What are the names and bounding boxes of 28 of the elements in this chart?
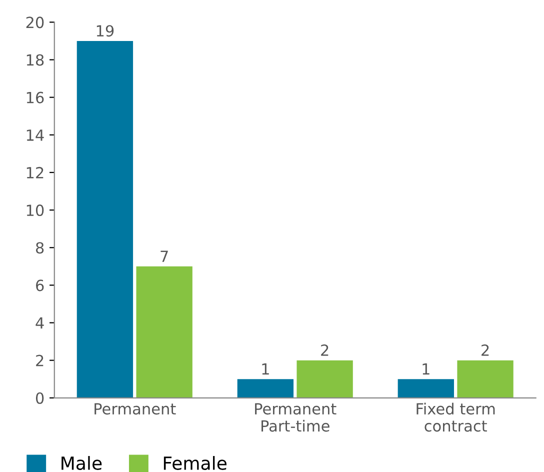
- y-tick-label: 18: [26, 54, 44, 66]
- bar: [457, 360, 514, 398]
- y-tick-label: 14: [26, 130, 44, 141]
- bar: [237, 379, 294, 398]
- y-tick-label: 4: [36, 317, 44, 329]
- y-tick-label: 12: [26, 166, 44, 178]
- y-tick-label: 2: [36, 354, 44, 366]
- data-label: 2: [321, 344, 328, 356]
- bar: [296, 360, 353, 398]
- data-label: 7: [160, 250, 168, 262]
- y-tick-label: 0: [36, 392, 44, 404]
- bar: [76, 40, 134, 398]
- data-label: 1: [262, 363, 269, 375]
- data-label: 2: [482, 344, 489, 356]
- y-tick-label: 16: [26, 92, 44, 104]
- y-tick-label: 10: [26, 204, 44, 216]
- bar: [398, 379, 454, 398]
- x-tick-label: Permanent: [94, 403, 176, 415]
- x-tick-label: Permanent Part-time: [255, 403, 336, 432]
- y-tick-label: 8: [36, 242, 44, 254]
- x-tick-label: Fixed term contract: [416, 402, 495, 432]
- data-label: 19: [96, 25, 114, 37]
- y-tick-label: 20: [26, 16, 44, 28]
- legend-label: Female: [164, 456, 226, 470]
- legend-label: Male: [62, 456, 102, 470]
- data-label: 1: [422, 363, 430, 375]
- y-tick-label: 6: [36, 280, 44, 292]
- bar: [136, 266, 192, 398]
